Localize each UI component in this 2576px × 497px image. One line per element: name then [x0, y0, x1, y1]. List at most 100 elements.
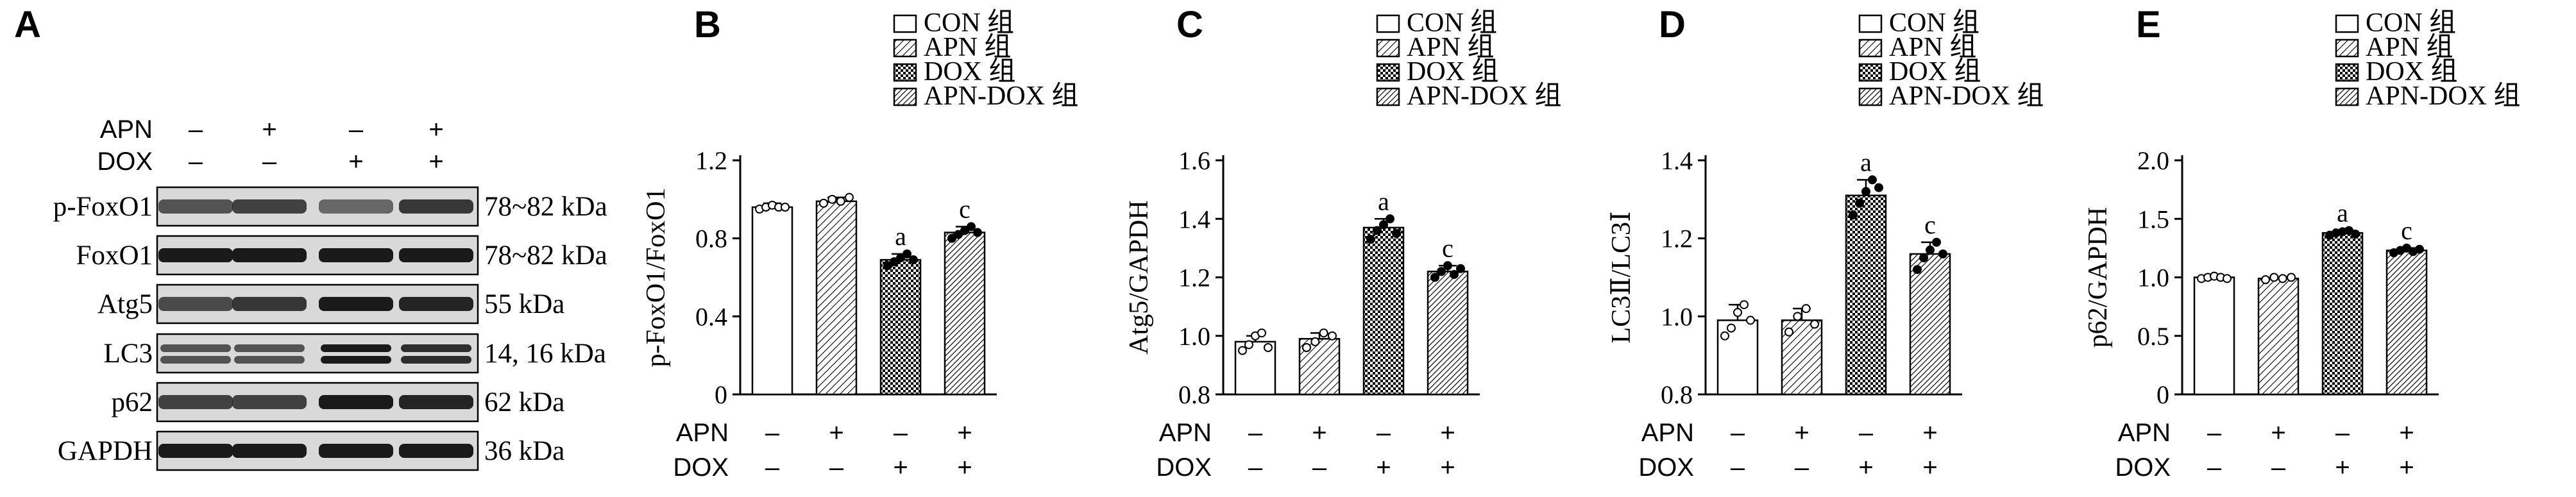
- blot-band: [319, 199, 393, 214]
- blot-band: [319, 297, 393, 311]
- legend-swatch: [1858, 14, 1883, 33]
- legend-swatch: [1858, 38, 1883, 58]
- panel-letter: B: [694, 4, 721, 46]
- legend-swatch: [893, 14, 917, 33]
- y-tick-label: 0.8: [1178, 380, 1210, 409]
- data-point: [1302, 343, 1311, 352]
- blot-band-size: 55 kDa: [484, 289, 564, 319]
- treatment-sign: –: [1859, 419, 1874, 447]
- significance-label: a: [895, 222, 906, 251]
- y-axis-label: p-FoxO1/FoxO1: [641, 187, 671, 367]
- treatment-label: APN: [1641, 419, 1694, 447]
- data-point: [1874, 183, 1883, 192]
- significance-label: a: [2337, 199, 2348, 228]
- blot-band: [160, 344, 231, 352]
- legend-label: APN-DOX 组: [1889, 81, 2044, 111]
- legend-swatch: [1376, 63, 1400, 82]
- treatment-sign: +: [2271, 419, 2285, 447]
- bar: [879, 258, 922, 396]
- bar: [751, 206, 793, 396]
- y-tick-label: 1.2: [695, 146, 727, 175]
- treatment-label: DOX: [1638, 453, 1694, 482]
- data-point: [1430, 273, 1439, 282]
- blot-band: [399, 395, 473, 409]
- blot-band: [160, 356, 231, 364]
- blot-protein-name: GAPDH: [58, 436, 153, 466]
- data-point: [973, 228, 982, 237]
- treatment-sign: +: [893, 453, 908, 482]
- treatment-sign: –: [1731, 453, 1745, 482]
- blot-band-size: 36 kDa: [484, 436, 564, 466]
- treatment-label: DOX: [2115, 453, 2171, 482]
- legend-label: CON 组: [1889, 8, 1979, 38]
- data-point: [2261, 275, 2270, 285]
- data-point: [954, 230, 963, 239]
- data-point: [1379, 220, 1388, 230]
- y-tick-label: 1.5: [2137, 205, 2169, 233]
- blot-treatment-label: APN: [100, 115, 153, 144]
- y-tick-label: 1.0: [1661, 302, 1693, 331]
- legend-swatch: [1376, 14, 1400, 33]
- bar: [1362, 226, 1405, 396]
- blot-band-size: 62 kDa: [484, 387, 564, 417]
- data-point: [1450, 269, 1459, 279]
- treatment-sign: +: [1440, 419, 1455, 447]
- y-tick-label: 1.4: [1661, 146, 1693, 175]
- y-tick-label: 0.8: [695, 224, 727, 253]
- treatment-label: APN: [1159, 419, 1212, 447]
- legend-swatch: [2335, 63, 2359, 82]
- data-point: [1746, 316, 1755, 325]
- data-point: [1392, 229, 1401, 239]
- blot-treatment-sign: –: [262, 147, 277, 176]
- data-point: [1926, 245, 1935, 255]
- treatment-label: DOX: [1156, 453, 1212, 482]
- blot-band: [399, 199, 473, 214]
- y-tick-label: 1.4: [1178, 205, 1210, 233]
- legend-swatch: [2335, 38, 2359, 58]
- data-point: [1720, 331, 1729, 341]
- legend-label: APN 组: [1407, 33, 1495, 62]
- legend-label: CON 组: [924, 8, 1014, 38]
- treatment-sign: –: [1731, 419, 1745, 447]
- y-tick-label: 1.2: [1178, 264, 1210, 292]
- data-point: [1319, 328, 1328, 338]
- data-point: [1801, 304, 1811, 314]
- treatment-sign: –: [1248, 419, 1263, 447]
- treatment-sign: +: [957, 419, 972, 447]
- data-point: [1456, 264, 1465, 273]
- legend-label: DOX 组: [2366, 57, 2458, 87]
- data-point: [1919, 253, 1928, 263]
- treatment-sign: +: [1312, 419, 1326, 447]
- blot-band: [401, 356, 471, 364]
- blot-band: [232, 199, 307, 214]
- treatment-sign: +: [2399, 419, 2414, 447]
- legend-swatch: [893, 87, 917, 106]
- blot-treatment-sign: –: [349, 115, 364, 144]
- data-point: [1938, 249, 1947, 258]
- legend-label: DOX 组: [1889, 57, 1981, 87]
- blot-band-size: 78~82 kDa: [484, 192, 607, 222]
- blot-band: [319, 248, 393, 262]
- legend-label: CON 组: [2366, 8, 2456, 38]
- blot-band: [232, 248, 307, 262]
- legend-label: DOX 组: [1407, 57, 1499, 87]
- blot-band: [319, 395, 393, 409]
- data-point: [1238, 346, 1247, 355]
- blot-protein-name: FoxO1: [76, 240, 153, 271]
- data-point: [1385, 214, 1394, 224]
- blot-band: [399, 248, 473, 262]
- data-point: [1733, 308, 1742, 317]
- y-tick-label: 0: [715, 380, 727, 409]
- blot-band: [401, 344, 471, 352]
- significance-label: c: [959, 194, 970, 223]
- data-point: [1257, 328, 1266, 338]
- treatment-sign: –: [829, 453, 844, 482]
- treatment-sign: +: [1794, 419, 1809, 447]
- blot-treatment-sign: –: [189, 115, 203, 144]
- legend-swatch: [2335, 87, 2359, 106]
